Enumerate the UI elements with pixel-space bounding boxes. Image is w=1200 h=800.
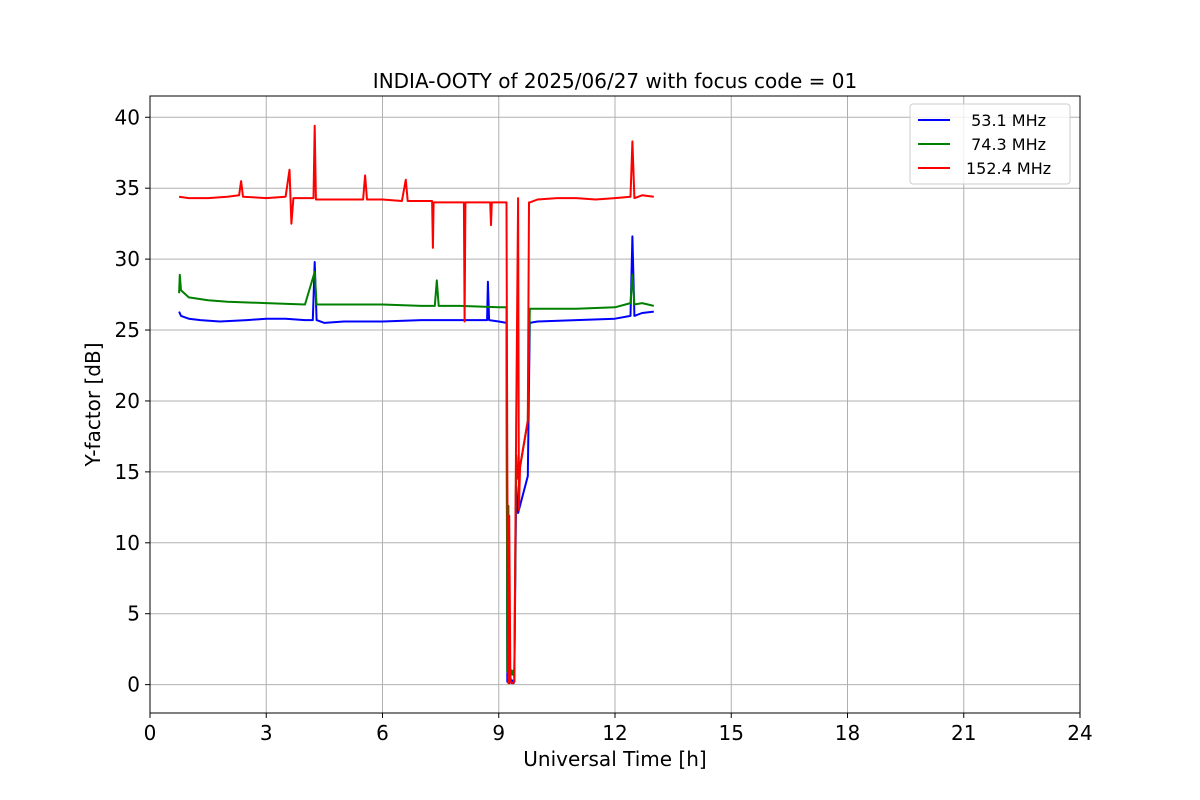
legend: 53.1 MHz 74.3 MHz 152.4 MHz [909, 103, 1071, 185]
y-tick-label-6: 30 [115, 247, 140, 271]
series-line-2 [178, 124, 654, 685]
y-axis-title: Y-factor [dB] [81, 342, 105, 467]
x-tick-label-5: 15 [719, 721, 744, 745]
chart-title: INDIA-OOTY of 2025/06/27 with focus code… [373, 69, 857, 93]
x-tick-label-4: 12 [602, 721, 627, 745]
legend-items: 53.1 MHz 74.3 MHz 152.4 MHz [918, 111, 1051, 178]
legend-label-2: 152.4 MHz [966, 159, 1051, 178]
legend-label-1: 74.3 MHz [966, 135, 1046, 154]
grid [149, 96, 1081, 713]
y-tick-label-0: 0 [127, 673, 140, 697]
x-tick-label-3: 9 [492, 721, 505, 745]
y-tick-label-1: 5 [127, 602, 140, 626]
axis-ticks: 0 3 6 9 12 15 18 21 24 0 5 10 15 20 25 30 35 40 [115, 105, 1093, 745]
x-tick-label-0: 0 [144, 721, 157, 745]
y-tick-label-3: 15 [115, 460, 140, 484]
x-tick-label-1: 3 [260, 721, 273, 745]
y-tick-label-7: 35 [115, 176, 140, 200]
series-line-0 [178, 235, 654, 685]
y-tick-label-4: 20 [115, 389, 140, 413]
x-tick-label-6: 18 [835, 721, 860, 745]
series-line-1 [178, 270, 655, 678]
legend-box [909, 103, 1071, 185]
x-axis-title: Universal Time [h] [523, 747, 706, 771]
x-tick-label-8: 24 [1067, 721, 1092, 745]
y-tick-label-2: 10 [115, 531, 140, 555]
x-tick-label-7: 21 [951, 721, 976, 745]
y-tick-label-8: 40 [115, 105, 140, 129]
legend-label-0: 53.1 MHz [966, 111, 1046, 130]
y-tick-label-5: 25 [115, 318, 140, 342]
series-layer [178, 124, 655, 685]
x-tick-label-2: 6 [376, 721, 389, 745]
